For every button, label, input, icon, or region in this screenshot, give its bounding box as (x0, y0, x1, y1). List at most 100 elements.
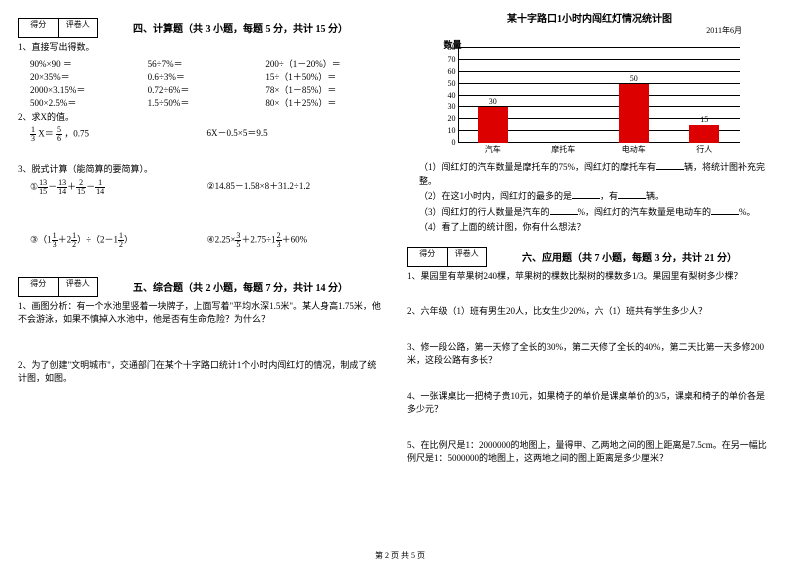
x-category: 行人 (679, 144, 729, 155)
text: ＋60% (282, 234, 308, 244)
q1-cell: 2000×3.15%＝ (30, 83, 148, 96)
q2a: 13 X＝ 56 ，0.75 (30, 126, 207, 143)
y-tick: 80 (444, 43, 456, 52)
x-category: 电动车 (609, 144, 659, 155)
section-4-title: 四、计算题（共 3 小题，每题 5 分，共计 15 分） (98, 20, 383, 35)
y-tick: 60 (444, 67, 456, 76)
y-tick: 30 (444, 102, 456, 111)
q3-stem: 3、脱式计算（能简算的要简算）。 (18, 163, 383, 177)
section-6-title: 六、应用题（共 7 小题，每题 3 分，共计 21 分） (487, 249, 772, 264)
page: 得分 评卷人 四、计算题（共 3 小题，每题 5 分，共计 15 分） 1、直接… (0, 0, 800, 476)
page-footer: 第 2 页 共 5 页 (0, 550, 800, 561)
q1-cell: 0.72÷6%＝ (148, 83, 266, 96)
q1-cell: 200÷（1－20%）＝ (265, 57, 383, 70)
den: 15 (76, 188, 86, 196)
chart-title: 某十字路口1小时内闯红灯情况统计图 (407, 10, 772, 25)
s6q3: 3、修一段公路，第一天修了全长的30%，第二天修了全长的40%，第二天比第一天多… (407, 341, 772, 368)
text: X＝ (38, 129, 54, 139)
grader-label: 评卷人 (448, 248, 487, 266)
frac: 1314 (57, 179, 67, 196)
score-label: 得分 (408, 248, 448, 266)
score-label: 得分 (19, 19, 59, 37)
text: %。 (739, 207, 756, 217)
den: 3 (30, 135, 36, 143)
den: 14 (57, 188, 67, 196)
rq3: （3）闯红灯的行人数量是汽车的 %，闯红灯的汽车数量是电动车的 %。 (407, 206, 772, 220)
text: %，闯红灯的汽车数量是电动车的 (578, 207, 712, 217)
y-tick: 50 (444, 79, 456, 88)
q3d: ④2.25×35＋2.75÷123＋60% (207, 232, 384, 249)
text: － (86, 181, 95, 191)
text: ＋2 (58, 234, 72, 244)
s6q1: 1、果园里有苹果树240棵，苹果树的棵数比梨树的棵数多1/3。果园里有梨树多少棵… (407, 270, 772, 284)
gridline (458, 95, 740, 96)
score-box-6: 得分 评卷人 (407, 247, 487, 267)
bar-chart: 数量 0102030405060708030汽车摩托车50电动车15行人 (430, 40, 750, 155)
gridline (458, 59, 740, 60)
rq1: （1）闯红灯的汽车数量是摩托车的75%，闯红灯的摩托车有辆，将统计图补充完整。 (407, 161, 772, 188)
bar (689, 125, 719, 143)
y-tick: 0 (444, 138, 456, 147)
s5q2: 2、为了创建"文明城市"，交通部门在某个十字路口统计1个小时内闯红灯的情况，制成… (18, 359, 383, 386)
q3a: ①1315－1314＋215－114 (30, 179, 207, 196)
frac: 56 (56, 126, 62, 143)
y-tick: 70 (444, 55, 456, 64)
blank (572, 190, 600, 199)
text: － (48, 181, 57, 191)
blank (656, 161, 684, 170)
text: ）÷（2－1 (77, 234, 118, 244)
q1-cell: 0.6÷3%＝ (148, 70, 266, 83)
score-box-4: 得分 评卷人 (18, 18, 98, 38)
q3c: ③（113＋212）÷（2－112） (30, 232, 207, 249)
y-axis (458, 48, 459, 143)
x-category: 汽车 (468, 144, 518, 155)
bar (478, 107, 508, 143)
section-5-title: 五、综合题（共 2 小题，每题 7 分，共计 14 分） (98, 279, 383, 294)
grader-label: 评卷人 (59, 278, 98, 296)
text: （2）在这1小时内，闯红灯的最多的是 (419, 191, 572, 201)
q2b: 6X－0.5×5＝9.5 (207, 126, 384, 143)
score-box-5: 得分 评卷人 (18, 277, 98, 297)
q3-row1: ①1315－1314＋215－114 ②14.85－1.58×8＋31.2÷1.… (18, 179, 383, 196)
q2-stem: 2、求X的值。 (18, 111, 383, 125)
text: ③（1 (30, 234, 52, 244)
q2-row: 13 X＝ 56 ，0.75 6X－0.5×5＝9.5 (18, 126, 383, 143)
q1-cell: 15÷（1＋50%）＝ (265, 70, 383, 83)
gridline (458, 83, 740, 84)
q1-stem: 1、直接写出得数。 (18, 41, 383, 55)
s5q1: 1、画图分析：有一个水池里竖着一块牌子，上面写着"平均水深1.5米"。某人身高1… (18, 300, 383, 327)
y-tick: 40 (444, 91, 456, 100)
frac: 114 (95, 179, 105, 196)
score-label: 得分 (19, 278, 59, 296)
text: ，0.75 (64, 129, 89, 139)
text: ＋ (67, 181, 76, 191)
x-category: 摩托车 (538, 144, 588, 155)
q1-cell: 20×35%＝ (30, 70, 148, 83)
q3b: ②14.85－1.58×8＋31.2÷1.2 (207, 179, 384, 196)
blank (711, 206, 739, 215)
y-tick: 10 (444, 126, 456, 135)
den: 6 (56, 135, 62, 143)
q1-cell: 80×（1＋25%）＝ (265, 96, 383, 109)
text: （1）闯红灯的汽车数量是摩托车的75%，闯红灯的摩托车有 (419, 162, 656, 172)
bar-value: 30 (478, 97, 508, 106)
s6q5: 5、在比例尺是1：2000000的地图上，量得甲、乙两地之间的图上距离是7.5c… (407, 439, 772, 466)
text: ） (124, 234, 133, 244)
text: ① (30, 181, 38, 191)
s6q4: 4、一张课桌比一把椅子贵10元，如果椅子的单价是课桌单价的3/5，课桌和椅子的单… (407, 390, 772, 417)
frac: 1315 (38, 179, 48, 196)
rq2: （2）在这1小时内，闯红灯的最多的是，有辆。 (407, 190, 772, 204)
q1-cell: 90%×90 ＝ (30, 57, 148, 70)
text: ④2.25× (207, 234, 236, 244)
right-column: 某十字路口1小时内闯红灯情况统计图 2011年6月 数量 01020304050… (395, 0, 790, 476)
grader-label: 评卷人 (59, 19, 98, 37)
q1-rows: 90%×90 ＝56÷7%＝200÷（1－20%）＝ 20×35%＝0.6÷3%… (18, 57, 383, 109)
q1-cell: 78×（1－85%）＝ (265, 83, 383, 96)
den: 14 (95, 188, 105, 196)
text: ，有 (600, 191, 618, 201)
bar (619, 84, 649, 143)
q3-row2: ③（113＋212）÷（2－112） ④2.25×35＋2.75÷123＋60% (18, 232, 383, 249)
text: （3）闯红灯的行人数量是汽车的 (419, 207, 550, 217)
bar-value: 50 (619, 74, 649, 83)
left-column: 得分 评卷人 四、计算题（共 3 小题，每题 5 分，共计 15 分） 1、直接… (0, 0, 395, 476)
